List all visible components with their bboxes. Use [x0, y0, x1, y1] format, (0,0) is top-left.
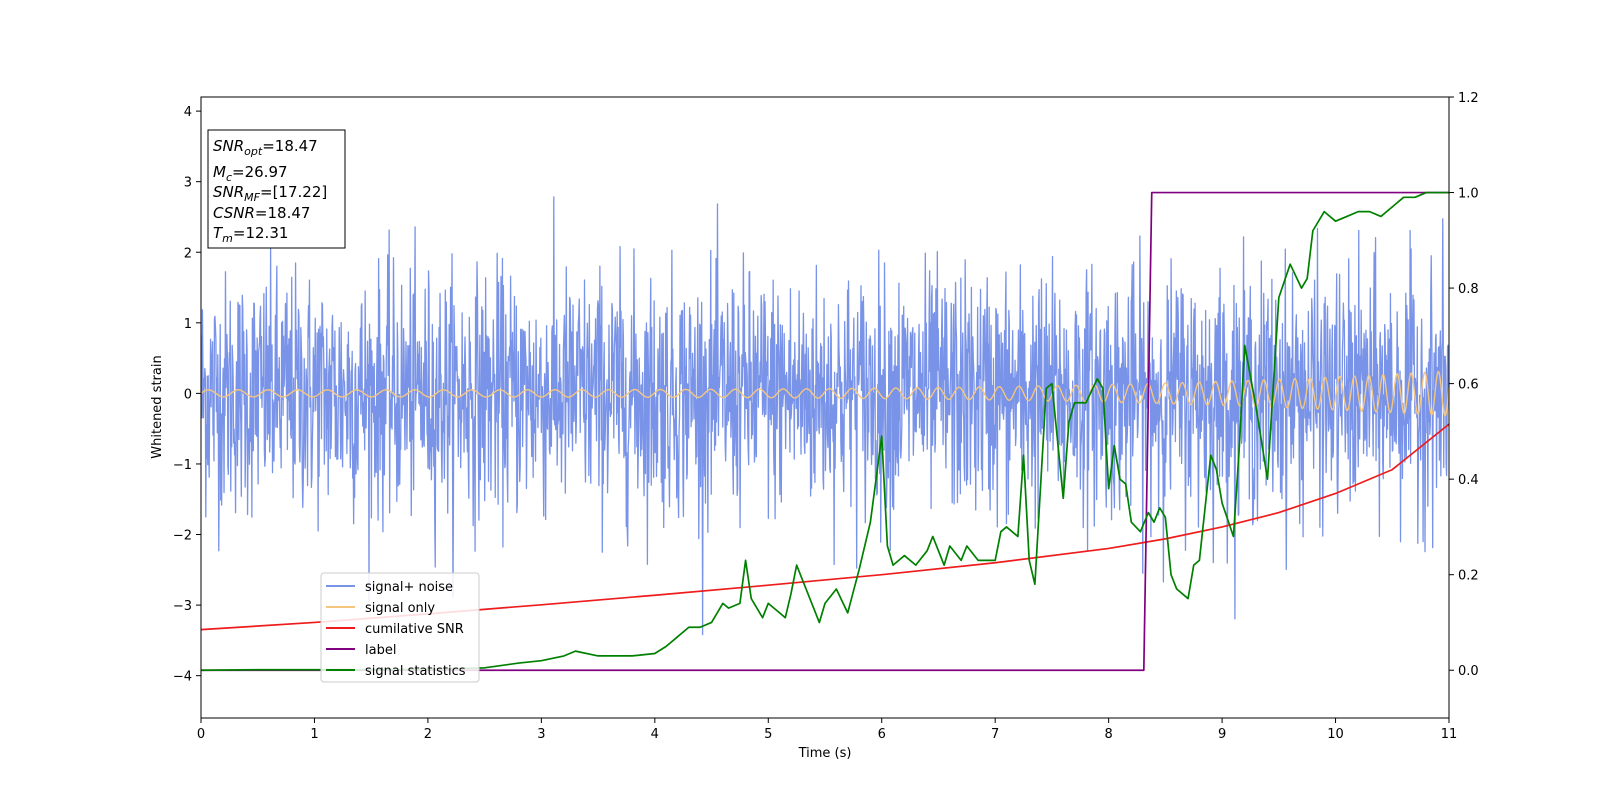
legend-frame [320, 572, 480, 683]
y2-tick-label: 0.4 [1458, 473, 1479, 488]
annotation-line: SNRopt=18.47 [213, 137, 318, 158]
legend-label: label [365, 643, 396, 658]
x-tick-label: 4 [651, 727, 659, 742]
series-line-label [201, 191, 1449, 672]
x-tick-label: 10 [1327, 727, 1344, 742]
legend-label: signal statistics [365, 664, 466, 679]
x-tick-label: 9 [1218, 727, 1226, 742]
series-line-signal-statistics [201, 191, 1449, 672]
plot-frame [200, 96, 1450, 719]
annotation-line: SNRMF=[17.22] [213, 183, 327, 204]
legend: signal+ noise signal only cumilative SNR la… [320, 572, 480, 683]
x-tick-label: 8 [1104, 727, 1112, 742]
y-tick-label: 2 [184, 246, 192, 261]
y2-tick-label: 0.2 [1458, 569, 1479, 584]
y2-tick-label: 1.0 [1458, 187, 1479, 202]
legend-label: signal only [365, 601, 435, 616]
x-tick-label: 7 [991, 727, 999, 742]
y-axis-label: Whitened strain [150, 355, 165, 458]
y-tick-label: −1 [173, 458, 192, 473]
annotation-line: Mc=26.97 [213, 163, 288, 184]
x-tick-label: 11 [1441, 727, 1458, 742]
legend-label: cumilative SNR [365, 622, 464, 637]
x-axis-label: Time (s) [798, 746, 852, 761]
x-tick-label: 0 [197, 727, 205, 742]
x-tick-label: 6 [878, 727, 886, 742]
y-tick-label: 4 [184, 105, 192, 120]
axes-layer: 0 1 2 3 4 5 6 7 8 9 10 1143210−1−2−3−41.21.00.80.60… [173, 91, 1479, 742]
annotation-frame [207, 129, 346, 249]
y-tick-label: −3 [173, 599, 192, 614]
legend-label: signal+ noise [365, 580, 453, 595]
y2-tick-label: 1.2 [1458, 91, 1479, 106]
annotation-line: CSNR=18.47 [213, 204, 310, 222]
y-tick-label: 1 [184, 317, 192, 332]
x-tick-label: 5 [764, 727, 772, 742]
x-tick-label: 2 [424, 727, 432, 742]
x-tick-label: 3 [537, 727, 545, 742]
y2-tick-label: 0.0 [1458, 664, 1479, 679]
x-tick-label: 1 [310, 727, 318, 742]
annotation-box: SNRopt=18.47 Mc=26.97SNRMF=[17.22]CSNR=18… [207, 129, 346, 249]
y-tick-label: −4 [173, 670, 192, 685]
y-tick-label: 0 [184, 387, 192, 402]
y2-tick-label: 0.6 [1458, 378, 1479, 393]
series-line-signal-noise [201, 196, 1449, 636]
y-tick-label: −2 [173, 529, 192, 544]
annotation-line: Tm=12.31 [213, 224, 288, 245]
y2-tick-label: 0.8 [1458, 282, 1479, 297]
y-tick-label: 3 [184, 176, 192, 191]
